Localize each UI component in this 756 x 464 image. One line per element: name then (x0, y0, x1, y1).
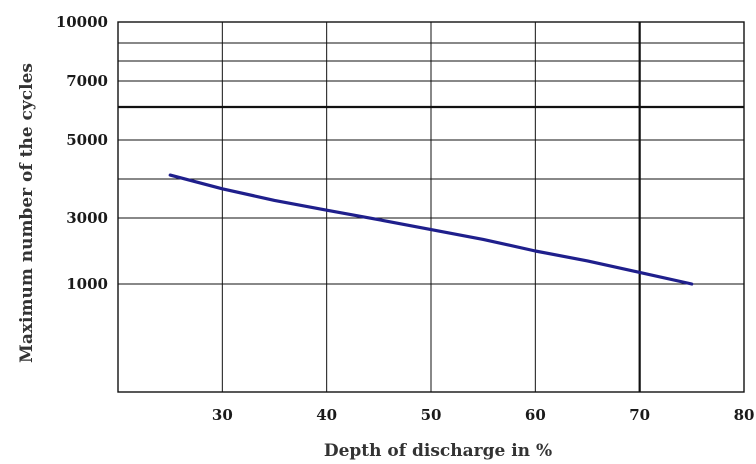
series-line-0 (168, 173, 694, 286)
y-tick-label-3000: 3000 (66, 209, 108, 227)
x-tick-label-50: 50 (421, 406, 442, 424)
x-tick-label-70: 70 (629, 406, 650, 424)
series-layer (168, 173, 694, 286)
y-tick-label-5000: 5000 (66, 131, 108, 149)
y-axis-label: Maximum number of the cycles (17, 63, 37, 363)
grid (117, 21, 745, 393)
y-tick-label-1000: 1000 (66, 275, 108, 293)
x-tick-label-30: 30 (212, 406, 233, 424)
x-tick-label-40: 40 (316, 406, 337, 424)
x-axis-label: Depth of discharge in % (324, 441, 552, 461)
x-tick-label-80: 80 (734, 406, 755, 424)
tick-labels: 30 40 50 60 70 80 1000 3000 5000 7000 10000 (56, 13, 755, 424)
y-tick-label-7000: 7000 (66, 72, 108, 90)
x-tick-label-60: 60 (525, 406, 546, 424)
plot-frame (117, 21, 745, 393)
y-tick-label-10000: 10000 (56, 13, 108, 31)
